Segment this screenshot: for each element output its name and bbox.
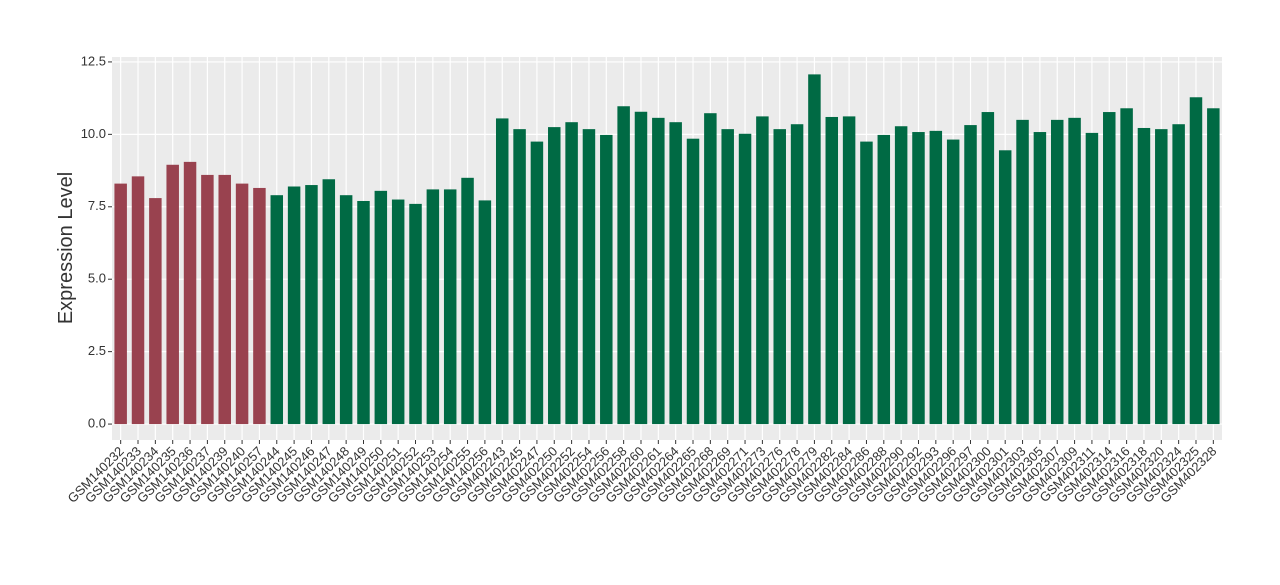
bar: [842, 116, 856, 425]
y-axis-title: Expression Level: [55, 172, 77, 324]
bar: [357, 200, 370, 425]
bar: [339, 195, 353, 425]
bar: [409, 203, 422, 425]
bar: [495, 118, 509, 425]
bar: [166, 164, 179, 425]
bar: [877, 134, 891, 425]
bar: [270, 195, 284, 425]
bar: [617, 106, 630, 425]
bar: [825, 116, 839, 425]
bar: [1085, 132, 1099, 425]
bar: [218, 174, 231, 425]
bar: [1172, 124, 1185, 425]
y-tick-label: 10.0: [81, 126, 106, 141]
bar: [1120, 108, 1133, 425]
bar: [964, 125, 977, 425]
bar: [1155, 129, 1168, 425]
bar: [634, 111, 648, 425]
bar: [860, 141, 873, 425]
bar: [201, 174, 214, 425]
bar: [929, 130, 943, 425]
bar: [773, 129, 786, 425]
bar: [149, 198, 162, 425]
bar: [669, 122, 682, 425]
bar: [998, 150, 1012, 425]
y-tick-label: 2.5: [88, 343, 106, 358]
bar: [652, 117, 665, 425]
bar: [686, 138, 700, 425]
bar: [756, 116, 769, 425]
bar: [305, 185, 318, 425]
bar: [287, 186, 301, 425]
y-tick-label: 0.0: [88, 416, 106, 431]
bar: [253, 187, 266, 425]
bar: [374, 190, 388, 425]
bar: [530, 141, 544, 425]
bar: [322, 179, 336, 425]
bar: [894, 126, 908, 425]
bar: [981, 112, 995, 425]
bar: [461, 177, 474, 425]
bar: [1189, 97, 1203, 425]
bar: [738, 133, 752, 425]
bar: [183, 161, 197, 425]
bar: [1137, 127, 1151, 425]
y-tick-label: 7.5: [88, 198, 106, 213]
bar: [391, 199, 405, 425]
bar: [235, 183, 249, 425]
bar: [721, 129, 734, 425]
bar: [1033, 132, 1047, 425]
bar: [582, 129, 596, 425]
bar: [548, 127, 561, 425]
bar: [946, 139, 960, 425]
bar: [114, 183, 127, 425]
y-tick-label: 5.0: [88, 271, 106, 286]
bar: [1016, 119, 1029, 425]
bar: [426, 189, 440, 425]
bar: [565, 122, 578, 425]
bar: [1050, 119, 1064, 425]
bar: [600, 134, 613, 425]
bar: [912, 132, 925, 425]
bar: [131, 176, 145, 425]
bar: [513, 129, 526, 425]
bar: [1068, 117, 1081, 425]
bar: [1103, 112, 1116, 425]
bar: [704, 113, 717, 425]
bar: [443, 189, 457, 425]
bar: [808, 74, 821, 425]
bar: [790, 124, 804, 425]
y-tick-label: 12.5: [81, 53, 106, 68]
bar: [478, 200, 492, 425]
bar: [1207, 108, 1220, 425]
